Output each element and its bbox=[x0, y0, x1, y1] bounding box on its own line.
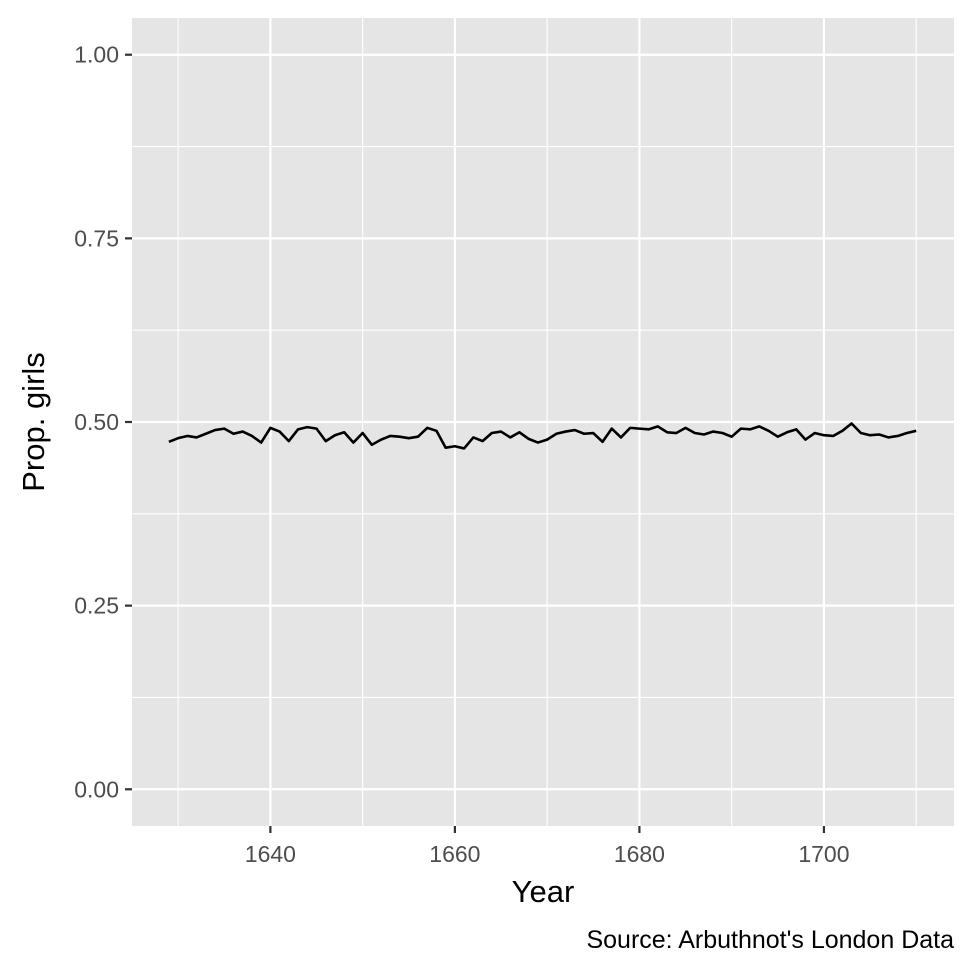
y-axis-title: Prop. girls bbox=[16, 352, 51, 492]
y-tick-label: 1.00 bbox=[74, 42, 119, 68]
x-tick-label: 1680 bbox=[614, 841, 665, 867]
series-line-0 bbox=[168, 422, 917, 450]
caption: Source: Arbuthnot's London Data bbox=[586, 926, 954, 954]
series-layer bbox=[168, 422, 917, 450]
y-tick-label: 0.75 bbox=[74, 225, 119, 251]
x-axis-title: Year bbox=[512, 874, 575, 909]
major-gridlines bbox=[132, 18, 954, 826]
x-tick-label: 1660 bbox=[429, 841, 480, 867]
x-tick-label: 1640 bbox=[245, 841, 296, 867]
y-axis: 0.00 0.25 0.50 0.75 1.00 bbox=[74, 42, 132, 802]
x-tick-label: 1700 bbox=[798, 841, 849, 867]
x-axis: 1640 1660 1680 1700 bbox=[245, 826, 850, 867]
y-tick-label: 0.25 bbox=[74, 593, 119, 619]
y-tick-label: 0.00 bbox=[74, 776, 119, 802]
y-tick-label: 0.50 bbox=[74, 409, 119, 435]
